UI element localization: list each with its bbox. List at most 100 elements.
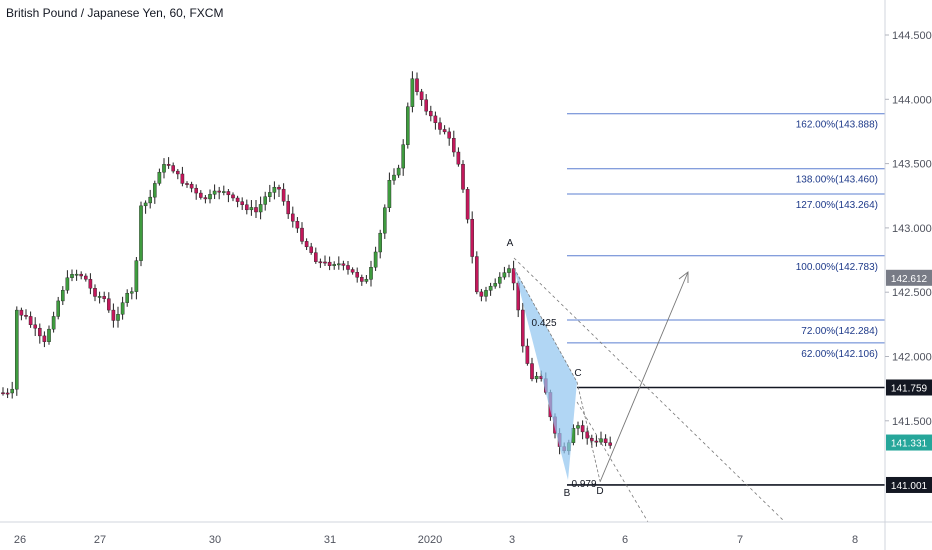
candle-body [171, 165, 176, 172]
candle-body [521, 309, 525, 347]
fib-level-label: 62.00%(142.106) [801, 349, 878, 360]
candle-body [10, 388, 15, 394]
candle-body [175, 170, 180, 175]
candle-body [291, 213, 295, 222]
candle-body [83, 275, 88, 280]
candle-body [152, 183, 157, 198]
candle-body [116, 314, 120, 321]
y-tick-label: 144.500 [892, 30, 932, 42]
y-tick-label: 142.500 [892, 287, 932, 299]
projection-arrow-head [678, 271, 689, 283]
candle-body [323, 261, 327, 264]
candle-body [189, 183, 194, 189]
x-tick-label: 6 [622, 534, 628, 546]
candle-body [42, 335, 47, 342]
candle-body [217, 190, 222, 193]
candle-body [364, 279, 369, 282]
candle-body [19, 309, 24, 316]
candle-body [327, 261, 332, 266]
pattern-point-b: B [564, 488, 571, 499]
candle-body [608, 442, 612, 446]
candle-body [378, 232, 383, 253]
drawing-overlays: 162.00%(143.888) 138.00%(143.460) 127.00%(… [507, 113, 885, 523]
candle-body [493, 283, 498, 287]
candle-body [254, 207, 258, 213]
candle-body [396, 167, 401, 176]
candle-body [14, 309, 19, 390]
candle-body [281, 188, 286, 202]
x-tick-label: 30 [209, 534, 221, 546]
candle-body [383, 207, 387, 234]
candle-body [304, 241, 309, 248]
price-badge [886, 379, 932, 396]
candle-body [203, 197, 208, 200]
price-badge-label: 141.759 [891, 383, 928, 394]
fib-level-label: 162.00%(143.888) [796, 120, 878, 131]
candle-body [442, 129, 447, 133]
x-tick-label: 27 [94, 534, 106, 546]
candle-body [355, 272, 360, 278]
y-tick-label: 144.000 [892, 94, 932, 106]
candle-body [235, 197, 240, 202]
candle-body [143, 202, 148, 207]
candle-body [401, 144, 406, 169]
candle-body [337, 263, 341, 266]
candle-body [194, 187, 199, 194]
x-tick-label: 7 [737, 534, 743, 546]
candle-body [38, 327, 42, 337]
candle-body [268, 192, 272, 197]
candle-body [244, 204, 249, 211]
candles [1, 71, 612, 455]
candle-body [456, 151, 461, 165]
candle-body [88, 279, 93, 289]
candle-body [24, 315, 28, 317]
candle-body [65, 277, 70, 291]
candle-body [594, 440, 599, 443]
price-badge [886, 269, 932, 286]
candle-body [295, 221, 300, 229]
x-tick-label: 26 [14, 534, 26, 546]
y-tick-label: 142.000 [892, 352, 932, 364]
candle-body [360, 277, 364, 282]
candle-body [373, 251, 378, 268]
candle-body [341, 263, 346, 266]
candle-body [185, 183, 189, 185]
candle-body [47, 328, 51, 342]
candle-body [231, 194, 235, 199]
candle-body [198, 192, 203, 198]
candle-body [424, 99, 429, 112]
candle-body [106, 298, 111, 311]
candle-body [452, 138, 456, 153]
candle-body [484, 290, 488, 297]
candle-body [530, 363, 534, 380]
candle-body [240, 201, 245, 205]
candle-body [111, 309, 116, 321]
candle-body [74, 273, 79, 276]
candle-body [498, 276, 502, 284]
candle-body [56, 300, 60, 317]
candle-body [332, 264, 337, 266]
candle-body [415, 78, 419, 92]
candle-body [387, 180, 392, 208]
price-badge [886, 434, 932, 451]
ratio-label-bd: 0.979 [571, 479, 596, 490]
candle-body [309, 246, 314, 253]
candle-body [286, 201, 291, 215]
candle-body [162, 164, 166, 173]
candle-body [226, 191, 231, 196]
candle-body [277, 186, 281, 190]
trendline-lower [576, 401, 649, 523]
y-tick-label: 143.000 [892, 223, 932, 235]
candle-body [166, 164, 171, 166]
candle-body [314, 252, 318, 262]
fib-level-label: 100.00%(142.783) [796, 262, 878, 273]
y-tick-label: 143.500 [892, 159, 932, 171]
pattern-point-d: D [596, 486, 603, 497]
price-badge-label: 141.001 [891, 481, 928, 492]
candle-body [93, 288, 97, 297]
candle-body [157, 171, 162, 184]
candle-body [263, 196, 268, 205]
candle-body [221, 191, 226, 193]
x-tick-label: 2020 [418, 534, 442, 546]
